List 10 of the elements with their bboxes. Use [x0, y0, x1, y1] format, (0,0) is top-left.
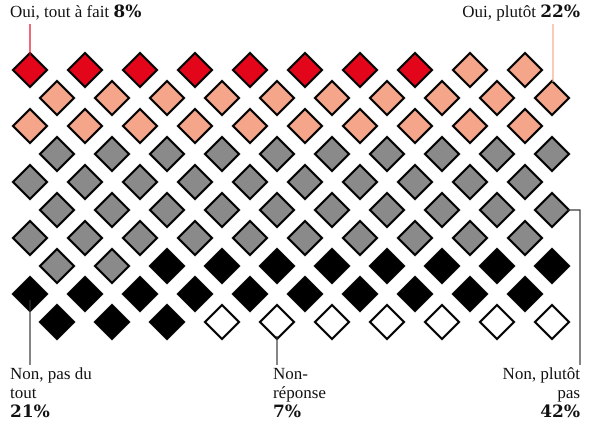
data-label: 42% [540, 402, 580, 422]
category-label: Oui, tout à fait [10, 2, 110, 21]
data-label: 21% [10, 402, 50, 422]
category-label: Non, pas du tout [10, 364, 92, 402]
category-label: Non, plutôt pas [502, 364, 580, 402]
data-label: 22% [540, 2, 580, 22]
data-label: 7% [273, 402, 301, 422]
data-label: 8% [113, 2, 142, 22]
category-label: Non-réponse [273, 364, 326, 402]
category-label: Oui, plutôt [462, 2, 536, 21]
